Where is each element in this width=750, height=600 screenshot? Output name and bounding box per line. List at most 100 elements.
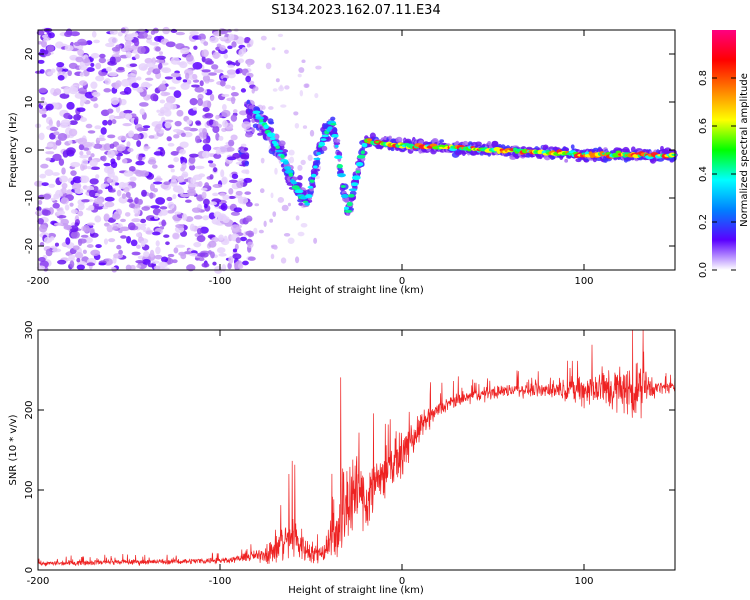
noise-blob (258, 229, 264, 234)
noise-blob (170, 57, 181, 65)
noise-blob (213, 69, 224, 73)
noise-blob (68, 128, 78, 137)
noise-blob (167, 201, 175, 210)
noise-blob (135, 232, 142, 238)
noise-blob (111, 266, 116, 271)
noise-blob (70, 230, 80, 239)
track-core (284, 166, 292, 171)
noise-blob (40, 163, 49, 169)
noise-blob (212, 261, 217, 266)
noise-blob (48, 32, 55, 39)
noise-blob (77, 137, 88, 145)
spectrogram-y-tick-label: -20 (24, 238, 35, 254)
noise-blob (147, 159, 157, 165)
noise-blob (237, 196, 244, 204)
noise-blob (297, 164, 303, 171)
noise-blob (78, 143, 85, 151)
noise-blob (178, 251, 186, 256)
noise-blob (204, 182, 210, 188)
noise-blob (155, 46, 161, 52)
noise-blob (103, 143, 112, 151)
noise-blob (245, 169, 250, 175)
noise-blob (81, 199, 90, 203)
track-core (305, 194, 313, 199)
noise-blob (54, 242, 59, 247)
noise-blob (121, 79, 130, 87)
track-core (330, 122, 337, 126)
noise-blob (121, 158, 128, 164)
noise-blob (82, 224, 90, 233)
noise-blob (96, 137, 106, 142)
noise-blob (69, 84, 79, 92)
noise-blob (90, 249, 101, 256)
noise-blob (90, 62, 95, 67)
noise-blob (188, 156, 196, 164)
noise-blob (272, 211, 277, 217)
noise-blob (91, 31, 97, 38)
track-core (355, 170, 361, 174)
noise-blob (64, 44, 74, 52)
noise-blob (261, 105, 266, 110)
noise-blob (247, 62, 251, 68)
noise-blob (241, 46, 247, 54)
noise-blob (301, 59, 306, 64)
track-halo (270, 127, 275, 133)
noise-blob (222, 216, 230, 224)
noise-blob (145, 77, 154, 81)
noise-blob (97, 189, 103, 194)
noise-blob (108, 36, 118, 44)
noise-blob (202, 138, 210, 144)
noise-blob (219, 45, 226, 52)
noise-blob (107, 150, 116, 158)
noise-blob (251, 126, 256, 134)
noise-blob (243, 37, 251, 44)
noise-blob (123, 170, 134, 177)
noise-blob (106, 177, 113, 183)
noise-blob (61, 187, 67, 194)
track-core (313, 165, 318, 169)
noise-blob (307, 154, 313, 161)
noise-blob (268, 106, 274, 110)
noise-blob (109, 56, 116, 65)
noise-blob (137, 46, 146, 54)
noise-blob (289, 156, 295, 164)
noise-blob (39, 241, 45, 247)
noise-blob (57, 259, 67, 265)
track-core (275, 149, 284, 153)
noise-blob (98, 57, 107, 64)
noise-blob (108, 238, 116, 243)
noise-blob (53, 131, 60, 136)
noise-blob (155, 55, 166, 60)
noise-blob (309, 129, 315, 137)
noise-blob (145, 230, 154, 235)
noise-blob (56, 65, 63, 72)
noise-blob (202, 215, 210, 221)
track-core (361, 142, 368, 148)
noise-blob (58, 158, 65, 166)
track-core (263, 124, 269, 130)
noise-blob (45, 157, 52, 162)
noise-blob (274, 167, 278, 175)
noise-blob (126, 236, 132, 244)
noise-blob (79, 99, 85, 107)
noise-blob (99, 53, 106, 59)
noise-blob (88, 189, 96, 198)
noise-blob (209, 201, 218, 206)
noise-blob (220, 203, 228, 211)
noise-blob (167, 142, 175, 147)
noise-blob (95, 244, 102, 249)
chart-title: S134.2023.162.07.11.E34 (271, 3, 440, 18)
noise-blob (161, 62, 169, 66)
track-core (269, 136, 276, 141)
noise-blob (193, 215, 203, 220)
noise-blob (284, 85, 290, 90)
noise-blob (38, 132, 45, 141)
noise-blob (172, 232, 180, 240)
track-halo (251, 118, 256, 123)
noise-blob (192, 106, 198, 111)
noise-blob (272, 88, 278, 92)
noise-blob (166, 196, 173, 202)
snr-x-tick-label: -200 (27, 576, 50, 587)
noise-blob (175, 31, 185, 36)
